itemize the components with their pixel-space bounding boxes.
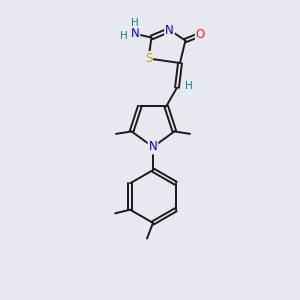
Text: N: N <box>148 140 158 154</box>
Text: N: N <box>165 23 174 37</box>
Text: N: N <box>130 27 140 40</box>
Text: H: H <box>131 17 139 28</box>
Text: H: H <box>185 81 193 91</box>
Text: S: S <box>145 52 152 65</box>
Text: O: O <box>196 28 205 41</box>
Text: H: H <box>120 31 128 41</box>
